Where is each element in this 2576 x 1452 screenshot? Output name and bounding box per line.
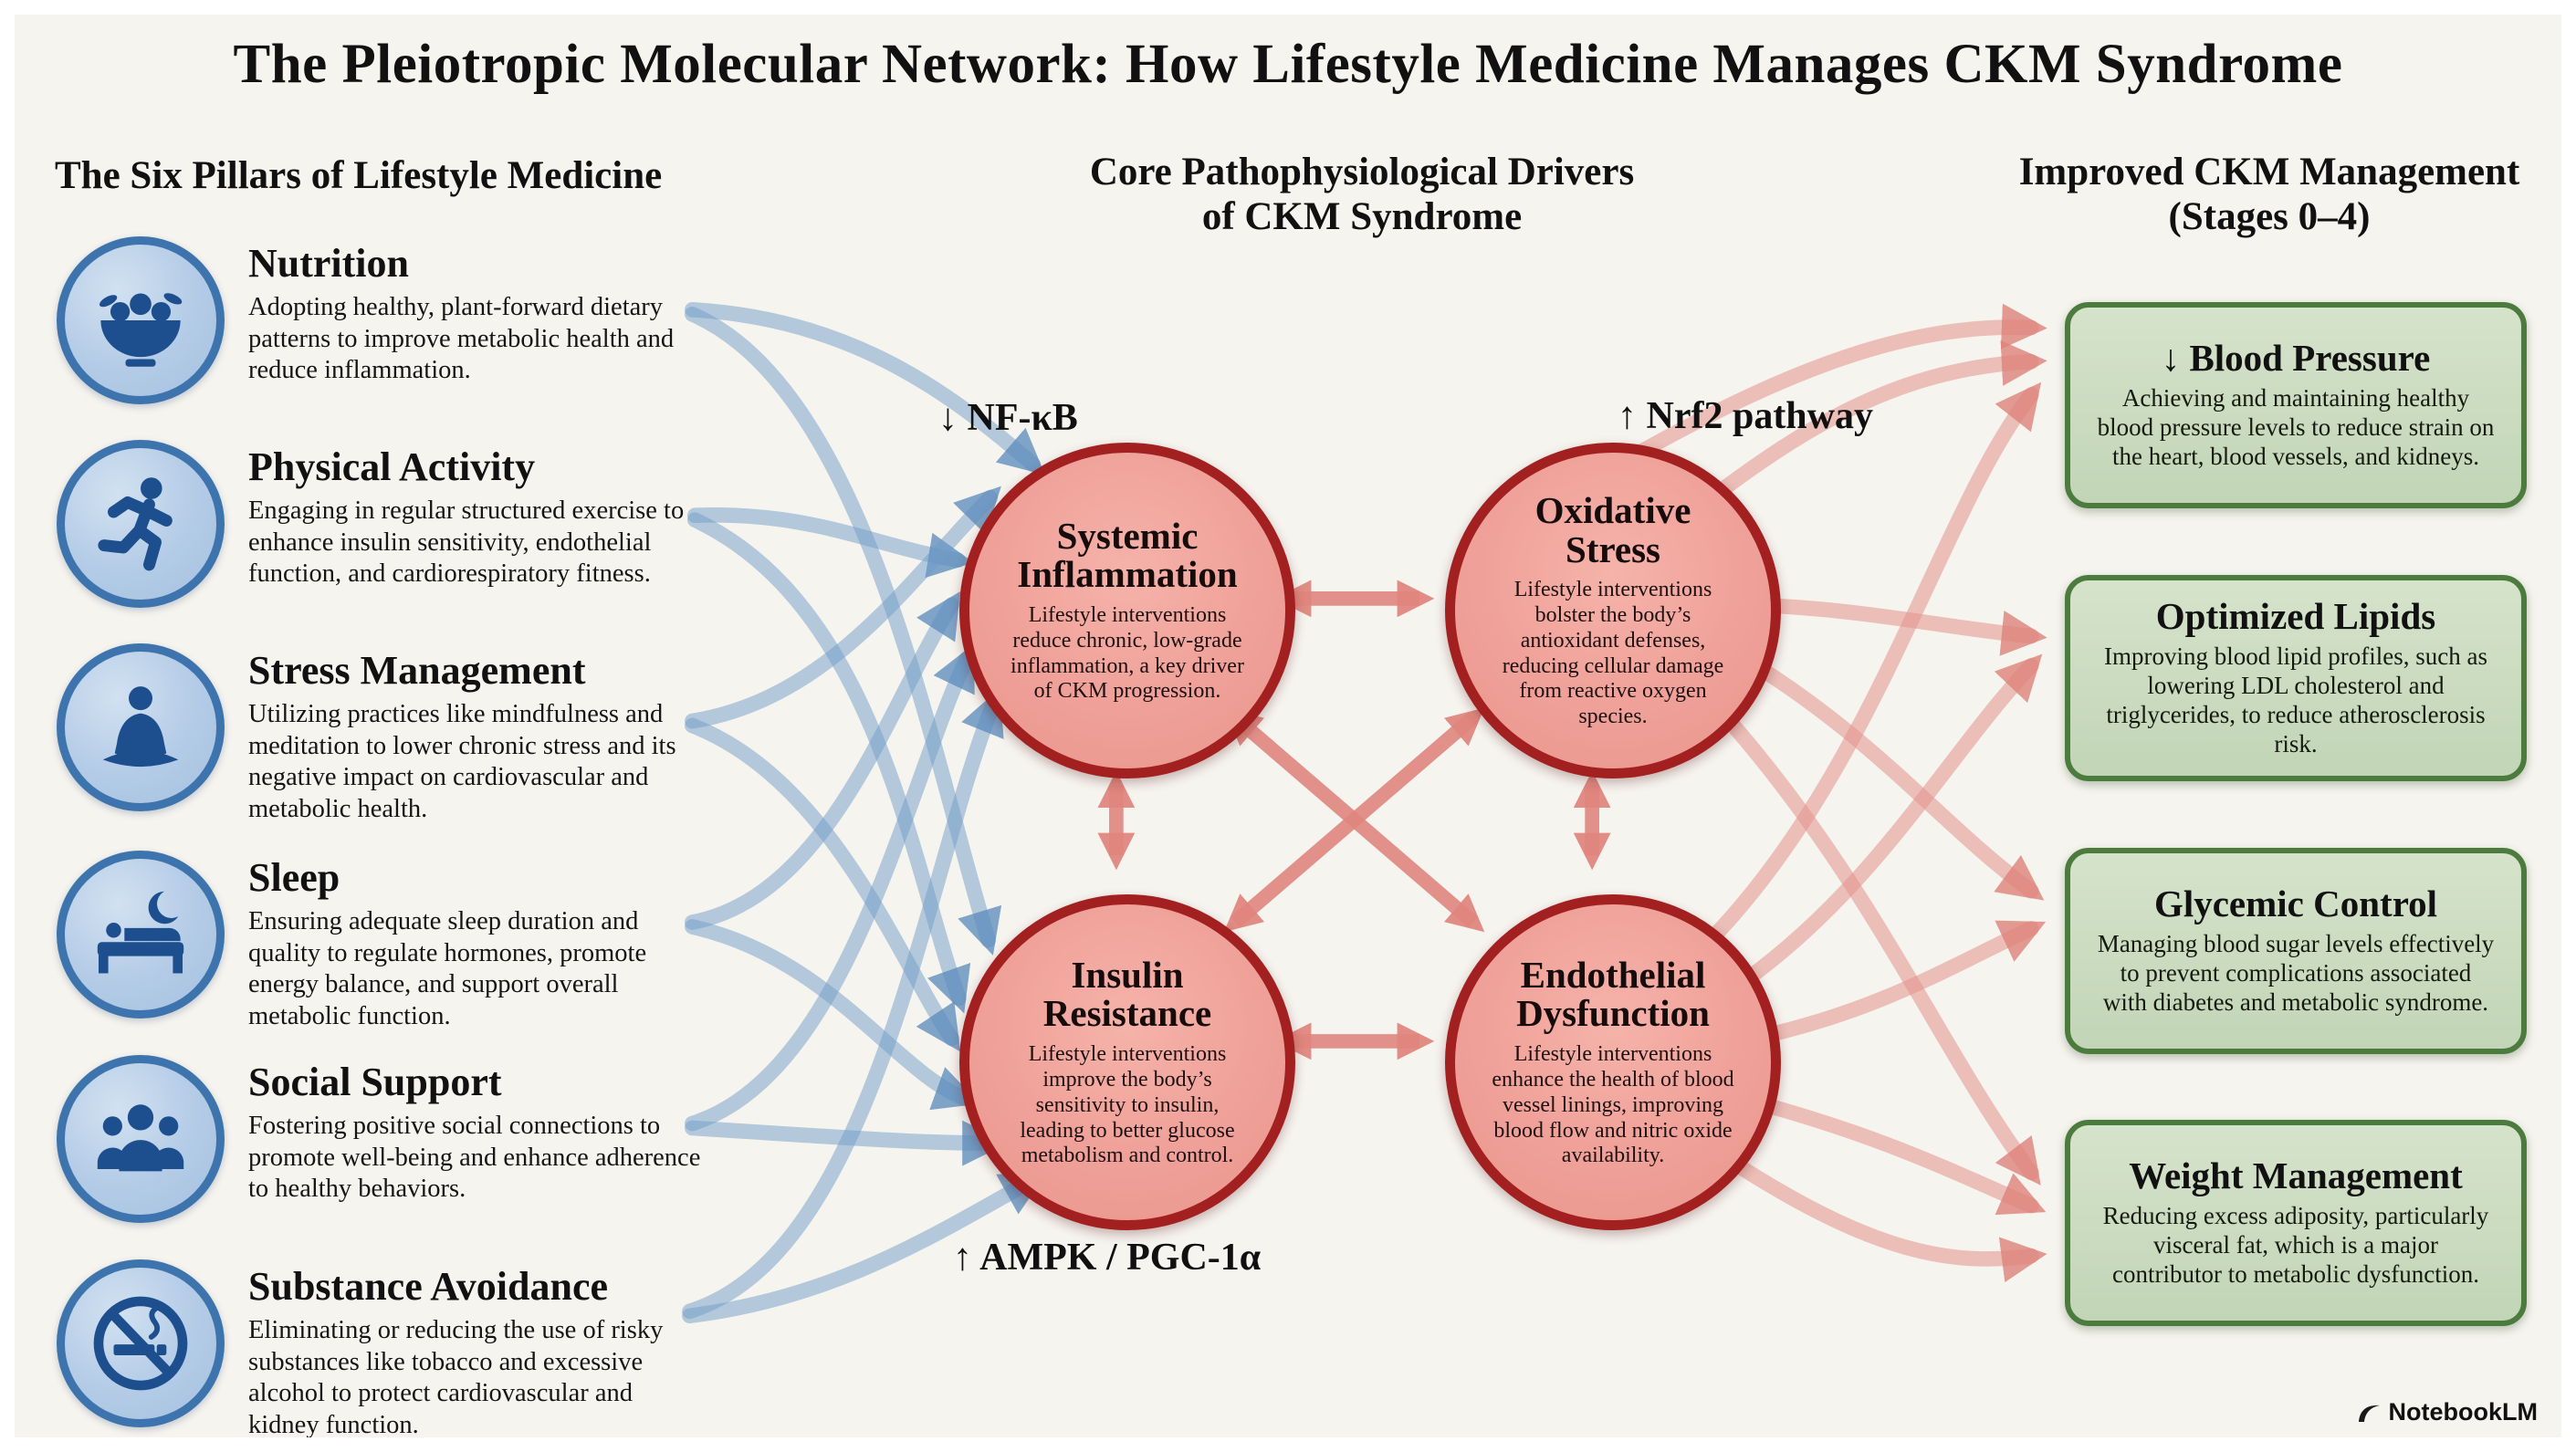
arrow-activity-to-insulin xyxy=(687,512,971,1014)
pillar-item-social-support: Social Support Fostering positive social… xyxy=(57,1055,714,1223)
arrow-nutrition-to-inflammation xyxy=(685,302,1045,475)
pillar-title: Physical Activity xyxy=(248,444,536,489)
drivers-heading-line2: of CKM Syndrome xyxy=(1201,195,1523,239)
pillars-heading: The Six Pillars of Lifestyle Medicine xyxy=(55,154,663,197)
pillar-item-nutrition: Nutrition Adopting healthy, plant-forwar… xyxy=(57,236,714,404)
sleep-bed-icon xyxy=(57,851,225,1018)
arrow-stress-to-insulin xyxy=(685,717,961,1052)
pillar-title: Stress Management xyxy=(248,648,586,693)
outcome-description: Achieving and maintaining healthy blood … xyxy=(2097,384,2495,470)
arrow-social-to-inflammation xyxy=(685,643,975,1132)
arrow-endothelial-to-glycemic xyxy=(1744,920,2047,1047)
pillar-to-driver-arrows xyxy=(682,302,1048,1324)
outcome-box-blood-pressure: ↓ Blood Pressure Achieving and maintaini… xyxy=(2065,302,2527,508)
outcome-title: Glycemic Control xyxy=(2153,883,2438,925)
outcome-description: Reducing excess adiposity, particularly … xyxy=(2102,1202,2489,1288)
people-group-icon xyxy=(57,1055,225,1223)
arrow-endothelial-to-weight-bottom xyxy=(1704,1141,2047,1283)
no-smoking-icon xyxy=(57,1259,225,1427)
pillar-title: Nutrition xyxy=(248,241,409,286)
pillar-title: Substance Avoidance xyxy=(248,1264,609,1309)
watermark: NotebookLM xyxy=(2356,1398,2538,1426)
arrow-oxidative-to-glycemic xyxy=(1733,649,2045,901)
driver-node-endothelial-dysfunction: Endothelial Dysfunction Lifestyle interv… xyxy=(1445,894,1781,1230)
driver-node-description: Lifestyle interventions bolster the body… xyxy=(1502,578,1724,729)
pillar-item-sleep: Sleep Ensuring adequate sleep duration a… xyxy=(57,851,714,1033)
driver-node-title: Oxidative Stress xyxy=(1534,488,1691,570)
drivers-heading-line1: Core Pathophysiological Drivers xyxy=(1089,151,1635,193)
outcome-title: Optimized Lipids xyxy=(2155,595,2436,638)
pillar-item-stress-management: Stress Management Utilizing practices li… xyxy=(57,643,714,826)
pillar-description: Fostering positive social connections to… xyxy=(248,1111,701,1204)
arrow-social-to-insulin xyxy=(685,1120,1009,1166)
drivers-heading: Core Pathophysiological Drivers of CKM S… xyxy=(1015,150,1709,240)
driver-node-title: Insulin Resistance xyxy=(1042,953,1212,1035)
arrow-sleep-to-inflammation xyxy=(685,590,960,930)
outcomes-heading-line1: Improved CKM Management xyxy=(2018,151,2520,193)
arrow-oxidative-to-lipids xyxy=(1744,597,2047,656)
pillar-item-physical-activity: Physical Activity Engaging in regular st… xyxy=(57,440,714,608)
watermark-text: NotebookLM xyxy=(2388,1398,2538,1426)
outcome-box-weight-management: Weight Management Reducing excess adipos… xyxy=(2065,1120,2527,1326)
driver-node-title: Endothelial Dysfunction xyxy=(1516,953,1710,1035)
arrow-stress-to-inflammation xyxy=(685,486,1001,729)
outcome-box-optimized-lipids: Optimized Lipids Improving blood lipid p… xyxy=(2065,575,2527,781)
arrow-endothelial-to-lipids xyxy=(1733,653,2043,991)
driver-node-insulin-resistance: Insulin Resistance Lifestyle interventio… xyxy=(959,894,1295,1230)
pillar-description: Ensuring adequate sleep duration and qua… xyxy=(248,906,647,1031)
notebooklm-icon xyxy=(2358,1405,2380,1422)
outcome-title: Weight Management xyxy=(2129,1154,2463,1197)
pillar-title: Social Support xyxy=(248,1060,502,1104)
nrf2-label: ↑ Nrf2 pathway xyxy=(1618,395,1873,437)
arrow-oxidative-insulin-diagonal xyxy=(1223,707,1485,933)
driver-node-description: Lifestyle interventions reduce chronic, … xyxy=(1011,602,1244,704)
outcomes-heading-line2: (Stages 0–4) xyxy=(2168,195,2371,239)
driver-node-oxidative-stress: Oxidative Stress Lifestyle interventions… xyxy=(1445,443,1781,778)
pillar-item-substance-avoidance: Substance Avoidance Eliminating or reduc… xyxy=(57,1259,714,1440)
arrow-endothelial-to-weight xyxy=(1733,1091,2047,1216)
ampk-label: ↑ AMPK / PGC-1α xyxy=(953,1237,1262,1279)
driver-node-title: Systemic Inflammation xyxy=(1017,514,1238,596)
outcome-box-glycemic-control: Glycemic Control Managing blood sugar le… xyxy=(2065,848,2527,1054)
runner-icon xyxy=(57,440,225,608)
arrow-activity-to-inflammation xyxy=(687,507,974,579)
outcome-description: Improving blood lipid profiles, such as … xyxy=(2104,642,2487,757)
page-title: The Pleiotropic Molecular Network: How L… xyxy=(233,34,2343,95)
arrow-sleep-to-insulin xyxy=(685,919,980,1111)
salad-bowl-icon xyxy=(57,236,225,404)
pillar-description: Utilizing practices like mindfulness and… xyxy=(248,699,676,824)
driver-node-systemic-inflammation: Systemic Inflammation Lifestyle interven… xyxy=(959,443,1295,778)
driver-node-description: Lifestyle interventions enhance the heal… xyxy=(1492,1042,1734,1168)
meditation-icon xyxy=(57,643,225,811)
pillar-title: Sleep xyxy=(248,855,340,900)
outcomes-heading: Improved CKM Management (Stages 0–4) xyxy=(1968,150,2561,240)
nfkb-label: ↓ NF-κB xyxy=(938,397,1078,439)
arrow-inflammation-endothelial-diagonal xyxy=(1223,707,1485,933)
pillar-description: Eliminating or reducing the use of risky… xyxy=(248,1315,664,1440)
pillar-description: Adopting healthy, plant-forward dietary … xyxy=(248,292,675,385)
arrow-substance-to-inflammation xyxy=(682,688,1004,1320)
outcome-description: Managing blood sugar levels effectively … xyxy=(2097,930,2495,1016)
pillar-description: Engaging in regular structured exercise … xyxy=(248,496,685,589)
outcome-title: ↓ Blood Pressure xyxy=(2161,337,2431,380)
driver-node-description: Lifestyle interventions improve the body… xyxy=(1020,1042,1235,1168)
